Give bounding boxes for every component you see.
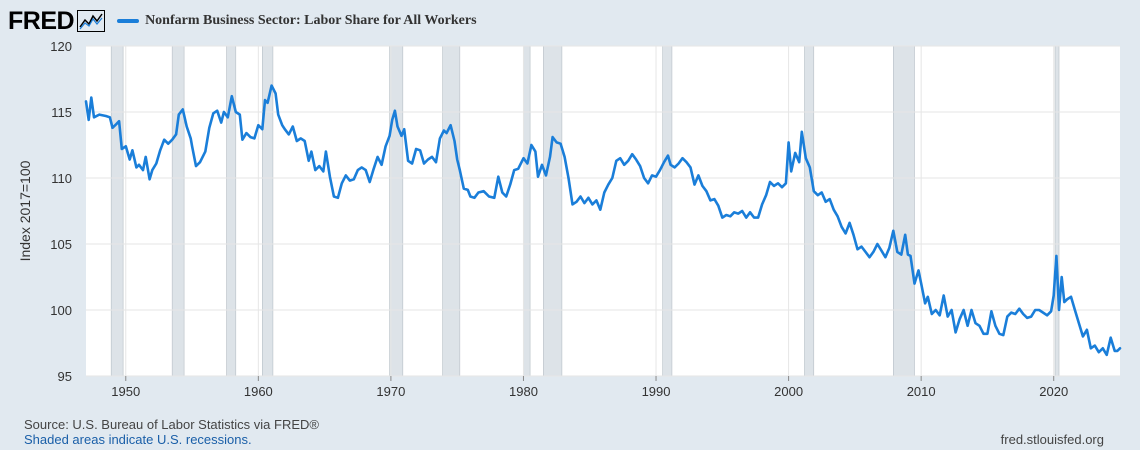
recession-band-9	[804, 45, 815, 377]
y-axis-title: Index 2017=100	[17, 160, 33, 261]
recession-bands	[110, 45, 1060, 377]
recession-note[interactable]: Shaded areas indicate U.S. recessions.	[24, 432, 252, 447]
recession-band-6	[523, 45, 531, 377]
x-tick-label-2020: 2020	[1039, 384, 1068, 399]
y-tick-label-100: 100	[50, 303, 72, 318]
recession-band-5	[442, 45, 461, 377]
recession-band-3	[262, 45, 274, 377]
series-line-0	[84, 84, 1122, 357]
x-tick-label-1970: 1970	[376, 384, 405, 399]
site-url[interactable]: fred.stlouisfed.org	[1000, 432, 1104, 447]
chart-header: FRED Nonfarm Business Sector: Labor Shar…	[8, 6, 477, 36]
x-axis-ticks: 1950 1960 1970 1980 1990 2000 2010 2020	[111, 376, 1068, 399]
x-tick-label-2010: 2010	[907, 384, 936, 399]
recession-band-10	[893, 45, 915, 377]
source-note: Source: U.S. Bureau of Labor Statistics …	[24, 417, 319, 432]
legend-swatch	[117, 19, 140, 23]
series-layer	[84, 84, 1122, 357]
y-tick-label-105: 105	[50, 237, 72, 252]
y-tick-label-95: 95	[58, 369, 72, 384]
recession-band-1	[171, 45, 185, 377]
x-tick-label-1950: 1950	[111, 384, 140, 399]
fred-graph-icon	[77, 10, 106, 32]
fred-logo[interactable]: FRED	[8, 6, 75, 35]
recession-band-0	[110, 45, 124, 377]
line-chart: 1950 1960 1970 1980 1990 2000 2010 2020 95 100 10…	[17, 39, 1122, 399]
legend-item: Nonfarm Business Sector: Labor Share for…	[117, 13, 477, 29]
legend-label: Nonfarm Business Sector: Labor Share for…	[145, 13, 477, 28]
x-tick-label-2000: 2000	[774, 384, 803, 399]
x-tick-label-1980: 1980	[509, 384, 538, 399]
x-tick-label-1960: 1960	[244, 384, 273, 399]
grid-lines	[86, 45, 1120, 377]
recession-band-11	[1054, 45, 1060, 377]
y-tick-label-110: 110	[51, 171, 72, 186]
y-tick-label-120: 120	[50, 39, 72, 54]
recession-band-8	[662, 45, 673, 377]
recession-band-4	[389, 45, 404, 377]
plot-area	[86, 46, 1120, 376]
y-tick-label-115: 115	[51, 105, 72, 120]
x-tick-label-1990: 1990	[642, 384, 671, 399]
recession-band-7	[543, 45, 563, 377]
y-axis-ticks: 95 100 105 110 115 120	[50, 39, 72, 384]
